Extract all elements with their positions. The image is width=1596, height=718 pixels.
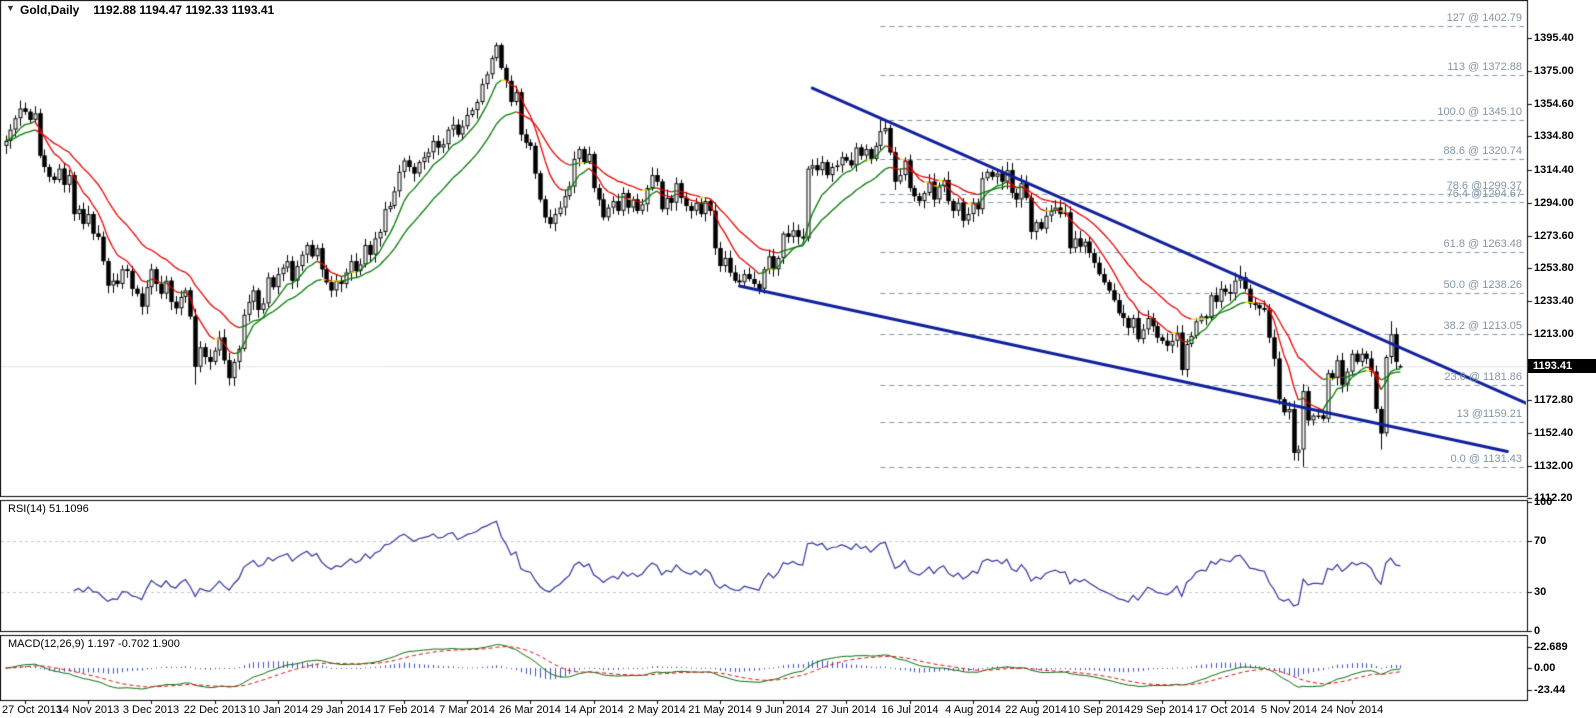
macd-tick-label: 22.689: [1534, 641, 1568, 653]
date-label: 24 Nov 2014: [1320, 704, 1384, 716]
macd-tick-label: 0.00: [1534, 662, 1556, 674]
date-label: 22 Dec 2013: [183, 704, 247, 716]
date-label: 17 Feb 2014: [373, 704, 435, 716]
fib-level-label: 76.4 @1294.67: [1446, 188, 1522, 200]
macd-tick-label: -23.44: [1534, 684, 1566, 696]
date-label: 2 May 2014: [628, 704, 686, 716]
price-tick-label: 1314.40: [1534, 164, 1574, 176]
price-tick-label: 1253.80: [1534, 262, 1574, 274]
fib-level-label: 78.6 @1299.37: [1446, 180, 1522, 192]
fib-level-label: 61.8 @ 1263.48: [1443, 238, 1522, 250]
fib-level-label: 0.0 @ 1131.43: [1450, 453, 1522, 465]
price-tick-label: 1375.00: [1534, 65, 1574, 77]
price-tick-label: 1213.00: [1534, 328, 1574, 340]
price-tick-label: 1294.00: [1534, 197, 1574, 209]
current-price-tag: 1193.41: [1528, 359, 1596, 373]
fib-level-label: 50.0 @ 1238.26: [1443, 279, 1522, 291]
price-tick-label: 1233.40: [1534, 295, 1574, 307]
date-label: 21 May 2014: [688, 704, 752, 716]
date-label: 29 Sep 2014: [1130, 704, 1194, 716]
rsi-tick-label: 0: [1534, 625, 1541, 637]
fib-level-label: 127 @ 1402.79: [1446, 12, 1522, 24]
price-tick-label: 1132.00: [1534, 460, 1574, 472]
price-tick-label: 1152.40: [1534, 427, 1574, 439]
date-label: 26 Mar 2014: [499, 704, 561, 716]
fib-level-label: 100.0 @ 1345.10: [1437, 106, 1522, 118]
fib-level-label: 113 @ 1372.88: [1447, 61, 1522, 73]
price-tick-label: 1334.80: [1534, 130, 1574, 142]
symbol-period-label: Gold,Daily: [20, 3, 80, 17]
date-label: 22 Aug 2014: [1005, 704, 1067, 716]
rsi-tick-label: 30: [1534, 586, 1547, 598]
price-tick-label: 1112.20: [1534, 492, 1573, 504]
date-label: 7 Mar 2014: [439, 704, 495, 716]
rsi-panel-label: RSI(14) 51.1096: [8, 503, 89, 515]
fib-level-label: 38.2 @ 1213.05: [1443, 320, 1522, 332]
date-label: 16 Jul 2014: [881, 704, 939, 716]
macd-panel-label: MACD(12,26,9) 1.197 -0.702 1.900: [8, 638, 180, 650]
fib-level-label: 88.6 @ 1320.74: [1443, 145, 1522, 157]
chevron-down-icon[interactable]: ▼: [6, 3, 15, 13]
date-label: 14 Nov 2013: [56, 704, 120, 716]
date-label: 17 Oct 2014: [1195, 704, 1255, 716]
date-label: 4 Aug 2014: [945, 704, 1001, 716]
date-label: 27 Jun 2014: [815, 704, 877, 716]
date-label: 29 Jan 2014: [310, 704, 372, 716]
rsi-tick-label: 100: [1534, 496, 1553, 508]
price-tick-label: 1354.60: [1534, 98, 1574, 110]
date-label: 3 Dec 2013: [122, 704, 180, 716]
date-label: 9 Jun 2014: [755, 704, 811, 716]
date-label: 14 Apr 2014: [564, 704, 624, 716]
fib-level-label: 13 @1159.21: [1456, 408, 1522, 420]
date-label: 10 Sep 2014: [1067, 704, 1131, 716]
ohlc-values: 1192.88 1194.47 1192.33 1193.41: [93, 3, 275, 17]
date-label: 5 Nov 2014: [1260, 704, 1318, 716]
fib-level-label: 23.6 @ 1181.86: [1444, 371, 1522, 383]
price-tick-label: 1273.60: [1534, 230, 1574, 242]
price-tick-label: 1172.80: [1534, 394, 1574, 406]
price-tick-label: 1395.40: [1534, 32, 1574, 44]
chart-title: Gold,Daily 1192.88 1194.47 1192.33 1193.4…: [20, 3, 274, 17]
date-label: 10 Jan 2014: [247, 704, 309, 716]
date-label: 27 Oct 2013: [2, 704, 62, 716]
rsi-tick-label: 70: [1534, 535, 1547, 547]
